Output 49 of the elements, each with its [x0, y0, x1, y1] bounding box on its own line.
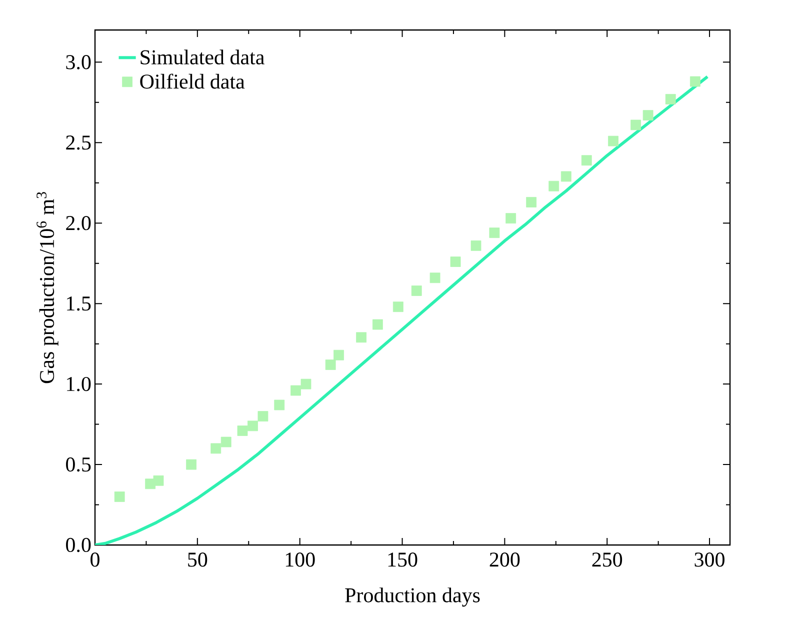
point	[237, 426, 248, 436]
x-tick-label: 150	[388, 552, 418, 567]
point	[581, 155, 592, 166]
point	[489, 228, 500, 238]
point	[300, 378, 312, 390]
point	[392, 302, 404, 312]
point	[642, 110, 654, 120]
point	[186, 459, 196, 470]
point	[153, 475, 164, 486]
y-axis-title: Gas production/10$^{6}$ m$^{3}$	[36, 192, 58, 384]
point	[450, 256, 461, 267]
legend-label: Oilfield data	[140, 74, 245, 89]
point	[258, 411, 268, 422]
point	[608, 136, 618, 146]
point	[290, 385, 301, 396]
x-tick-label: 300	[694, 552, 724, 567]
point	[325, 360, 336, 370]
y-tick-label: 3.0	[66, 55, 91, 70]
x-tick-label: 250	[592, 552, 622, 567]
point	[334, 350, 344, 360]
point	[210, 443, 222, 454]
point	[411, 286, 422, 296]
point	[506, 213, 516, 224]
point	[220, 436, 232, 448]
y-tick-label: 0.5	[66, 457, 91, 472]
point	[548, 180, 560, 192]
x-tick-label: 200	[490, 552, 520, 567]
point	[356, 332, 366, 343]
point	[560, 171, 572, 182]
legend-label: Simulated data	[140, 50, 264, 64]
point	[248, 420, 258, 432]
x-tick-label: 100	[286, 552, 315, 567]
point	[630, 120, 641, 130]
y-tick-label: 2.5	[66, 136, 91, 150]
x-tick-label: 50	[188, 552, 208, 567]
point	[470, 240, 482, 251]
x-axis-title: Production days	[345, 588, 480, 607]
point	[665, 94, 676, 104]
y-tick-label: 1.0	[67, 376, 91, 392]
y-tick-label: 0.0	[66, 538, 91, 552]
x-tick-label: 0	[90, 552, 100, 567]
y-tick-label: 1.5	[67, 296, 91, 311]
y-tick-label: 2.0	[66, 216, 91, 230]
point	[690, 76, 700, 87]
point	[372, 319, 383, 330]
point	[114, 492, 125, 502]
point	[430, 272, 440, 284]
point	[274, 400, 285, 410]
point	[526, 197, 537, 208]
